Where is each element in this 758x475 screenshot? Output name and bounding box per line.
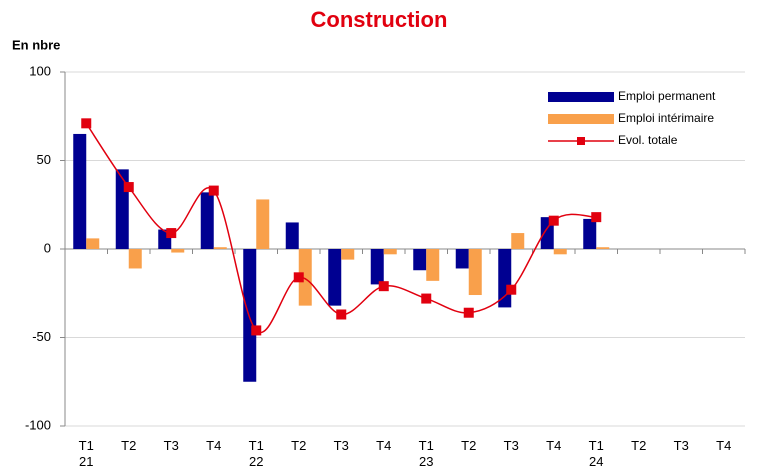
- y-tick-label: 100: [29, 63, 51, 78]
- bar: [200, 192, 214, 249]
- x-tick-label: T2: [291, 438, 307, 453]
- bar: [383, 249, 397, 255]
- line-marker: [293, 272, 304, 283]
- bar: [256, 199, 270, 249]
- line-marker: [336, 309, 347, 320]
- x-tick-label: T2: [461, 438, 477, 453]
- bar: [468, 249, 482, 296]
- line-marker: [208, 185, 219, 196]
- legend-label: Emploi intérimaire: [618, 111, 714, 125]
- y-tick-label: 0: [44, 240, 51, 255]
- bar: [341, 249, 355, 260]
- x-tick-label: T3: [503, 438, 519, 453]
- y-tick-label: -100: [25, 417, 51, 432]
- bar: [455, 249, 469, 269]
- x-tick-label: T1 22: [248, 438, 264, 469]
- bar: [171, 249, 185, 253]
- bar: [285, 222, 299, 249]
- legend-swatch: [577, 137, 585, 145]
- legend-label: Emploi permanent: [618, 89, 716, 103]
- x-tick-label: T4: [546, 438, 562, 453]
- bar: [86, 238, 100, 249]
- bar: [115, 169, 129, 249]
- line-marker: [123, 182, 134, 193]
- bar: [243, 249, 257, 382]
- x-tick-label: T2: [121, 438, 137, 453]
- legend-swatch: [548, 114, 614, 124]
- y-axis-label: En nbre: [12, 37, 60, 52]
- line-marker: [81, 118, 92, 129]
- y-tick-label: -50: [32, 329, 51, 344]
- x-tick-label: T1 24: [588, 438, 604, 469]
- chart-title: Construction: [311, 7, 448, 32]
- line-marker: [506, 284, 517, 295]
- bar: [511, 233, 525, 249]
- line-marker: [251, 325, 262, 336]
- x-tick-label: T2: [631, 438, 647, 453]
- bar: [73, 133, 87, 249]
- x-tick-label: T1 21: [78, 438, 94, 469]
- bar: [596, 247, 610, 249]
- line-marker: [591, 212, 602, 223]
- x-tick-label: T3: [163, 438, 179, 453]
- x-tick-label: T4: [716, 438, 732, 453]
- bar: [213, 247, 227, 249]
- legend-label: Evol. totale: [618, 133, 678, 147]
- y-tick-label: 50: [37, 152, 51, 167]
- line-marker: [548, 215, 559, 226]
- legend-swatch: [548, 92, 614, 102]
- bar: [328, 249, 342, 306]
- bar: [128, 249, 142, 269]
- x-tick-label: T4: [206, 438, 222, 453]
- line-marker: [421, 293, 432, 304]
- bar: [583, 218, 597, 249]
- x-tick-label: T3: [333, 438, 349, 453]
- line-marker: [378, 281, 389, 292]
- bar: [553, 249, 567, 255]
- bar: [370, 249, 384, 285]
- line-marker: [463, 307, 474, 318]
- bar: [298, 249, 312, 306]
- bar: [426, 249, 440, 281]
- x-tick-label: T4: [376, 438, 392, 453]
- bar: [413, 249, 427, 271]
- bar: [498, 249, 512, 308]
- line-marker: [166, 228, 177, 239]
- x-tick-label: T1 23: [418, 438, 434, 469]
- x-tick-label: T3: [673, 438, 689, 453]
